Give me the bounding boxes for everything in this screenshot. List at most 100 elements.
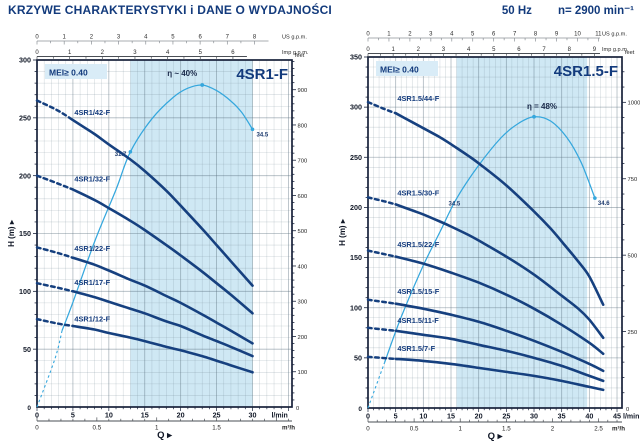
pump-curve-label: 4SR1.5/15-F: [397, 287, 439, 296]
tick-label: 15: [141, 411, 149, 420]
tick-label: 2: [551, 426, 555, 433]
feet-axis: 100 200 300 400 500 600 700 800 900 0 feet: [292, 53, 307, 412]
tick-label: 7: [513, 32, 517, 38]
pump-curve-4SR1-22-F: [35, 246, 254, 345]
tick-label: 300: [350, 103, 362, 112]
pump-curve-label: 4SR1/32-F: [74, 174, 110, 183]
efficiency-point-dot: [128, 150, 133, 154]
tick-label: 7: [226, 35, 230, 41]
efficiency-value-label: 34.5: [256, 132, 268, 138]
curve-dashed-segment: [35, 246, 75, 260]
tick-label: 3: [442, 47, 446, 53]
pump-curve-label: 4SR1.5/30-F: [397, 188, 439, 197]
tick-label: 0.5: [93, 425, 102, 432]
pump-curve-label: 4SR1.5/11-F: [397, 316, 439, 325]
tick-label: 8: [568, 47, 572, 53]
tick-label: 300: [298, 300, 308, 306]
tick-label: 11: [595, 32, 602, 38]
tick-label: 1000: [628, 101, 640, 107]
tick-label: 8: [534, 32, 538, 38]
tick-label: 35: [558, 412, 566, 421]
pump-curve-4SR1-5-11-F: [366, 326, 605, 383]
zero-label: 0: [626, 407, 629, 413]
tick-label: 900: [298, 88, 308, 94]
tick-label: 100: [350, 303, 362, 312]
curve-solid-segment: [394, 203, 605, 340]
tick-label: 6: [492, 32, 496, 38]
tick-label: 0: [35, 411, 39, 420]
tick-label: 20: [177, 411, 185, 420]
tick-label: 6: [517, 47, 521, 53]
curve-solid-segment: [71, 188, 254, 315]
curve-dashed-segment: [366, 100, 397, 115]
tick-label: 4: [166, 50, 170, 56]
efficiency-value-label: 34.5: [449, 202, 461, 208]
pump-curve-4SR1-17-F: [35, 281, 254, 358]
tick-label: 1: [459, 426, 463, 433]
curve-solid-segment: [71, 118, 254, 287]
tick-label: 250: [628, 330, 638, 336]
tick-label: 10: [105, 411, 113, 420]
tick-label: 5: [471, 32, 475, 38]
pump-curve-label: 4SR1.5/44-F: [397, 94, 439, 103]
zero-label: 0: [296, 406, 299, 412]
us-gpm-axis: 0 1 2 3 4 5 6 7 8 9 10 11 US g.p.m.: [366, 32, 627, 42]
imp-gpm-axis: 0 1 2 3 4 5 6 Imp g.p.m.: [35, 50, 309, 60]
tick-label: 800: [298, 123, 308, 129]
efficiency-curve-dashed: [36, 330, 63, 408]
frequency-speed-info: 50 Hz n= 2900 min⁻¹: [502, 3, 634, 17]
h-axis-title: H (m) ▸: [338, 218, 347, 246]
grid-minor: [37, 60, 292, 407]
grid-major: [368, 57, 622, 408]
tick-label: 350: [350, 53, 362, 62]
tick-label: 750: [628, 177, 638, 183]
tick-label: 8: [253, 35, 257, 41]
tick-label: 20: [475, 412, 483, 421]
curve-dashed-segment: [366, 326, 397, 333]
imp-gpm-axis: 0 1 2 3 4 5 6 7 8 9 Imp g.p.m.: [366, 47, 629, 57]
tick-label: 150: [350, 253, 362, 262]
tick-label: 30: [248, 411, 256, 420]
chart-title: 4SR1.5-F: [554, 63, 618, 80]
tick-label: 7: [542, 47, 546, 53]
axis-unit-label: Imp g.p.m.: [602, 47, 629, 53]
tick-label: 200: [19, 171, 31, 180]
curve-solid-segment: [71, 256, 254, 345]
chart-title: 4SR1-F: [236, 66, 288, 83]
tick-label: 1: [68, 50, 72, 56]
axis-unit-label: US g.p.m.: [602, 32, 627, 38]
pump-curve-4SR1-32-F: [35, 174, 254, 315]
tick-label: 5: [492, 47, 496, 53]
curve-solid-segment: [71, 324, 254, 374]
pump-curve-4SR1-5-44-F: [366, 100, 605, 306]
axis-unit-label: Imp g.p.m.: [282, 50, 309, 56]
tick-label: 15: [447, 412, 455, 421]
tick-label: 2: [101, 50, 105, 56]
tick-label: 500: [298, 229, 308, 235]
efficiency-curve-dashed: [367, 362, 386, 409]
pump-curve-label: 4SR1.5/22-F: [397, 240, 439, 249]
tick-label: 100: [19, 287, 31, 296]
mei-label: MEI≥ 0.40: [49, 68, 88, 78]
tick-label: 4: [450, 32, 454, 38]
page-title: KRZYWE CHARAKTERYSTYKI i DANE O WYDAJNOŚ…: [8, 3, 332, 17]
curve-dashed-segment: [366, 355, 397, 361]
mei-badge: [45, 64, 107, 79]
efficiency-curve-solid: [61, 84, 254, 331]
pump-curve-label: 4SR1/42-F: [74, 108, 110, 117]
tick-label: 0: [366, 426, 370, 433]
axis-unit-label: feet: [295, 53, 305, 59]
efficiency-point-dot: [250, 127, 255, 132]
h-axis-title: H (m) ▸: [7, 219, 16, 247]
tick-label: 1: [391, 47, 395, 53]
curve-dashed-segment: [35, 99, 75, 122]
efficiency-curve: [367, 116, 596, 409]
q-axis-title: Q ▸: [157, 430, 173, 441]
h-axis: 50 100 150 200 250 300 0 H (m) ▸: [7, 56, 37, 412]
pump-curve-label: 4SR1/17-F: [74, 278, 110, 287]
axis-unit-label: l/min: [271, 413, 287, 420]
tick-label: 0: [35, 425, 39, 432]
curve-dashed-segment: [35, 174, 75, 191]
tick-label: 10: [419, 412, 427, 421]
